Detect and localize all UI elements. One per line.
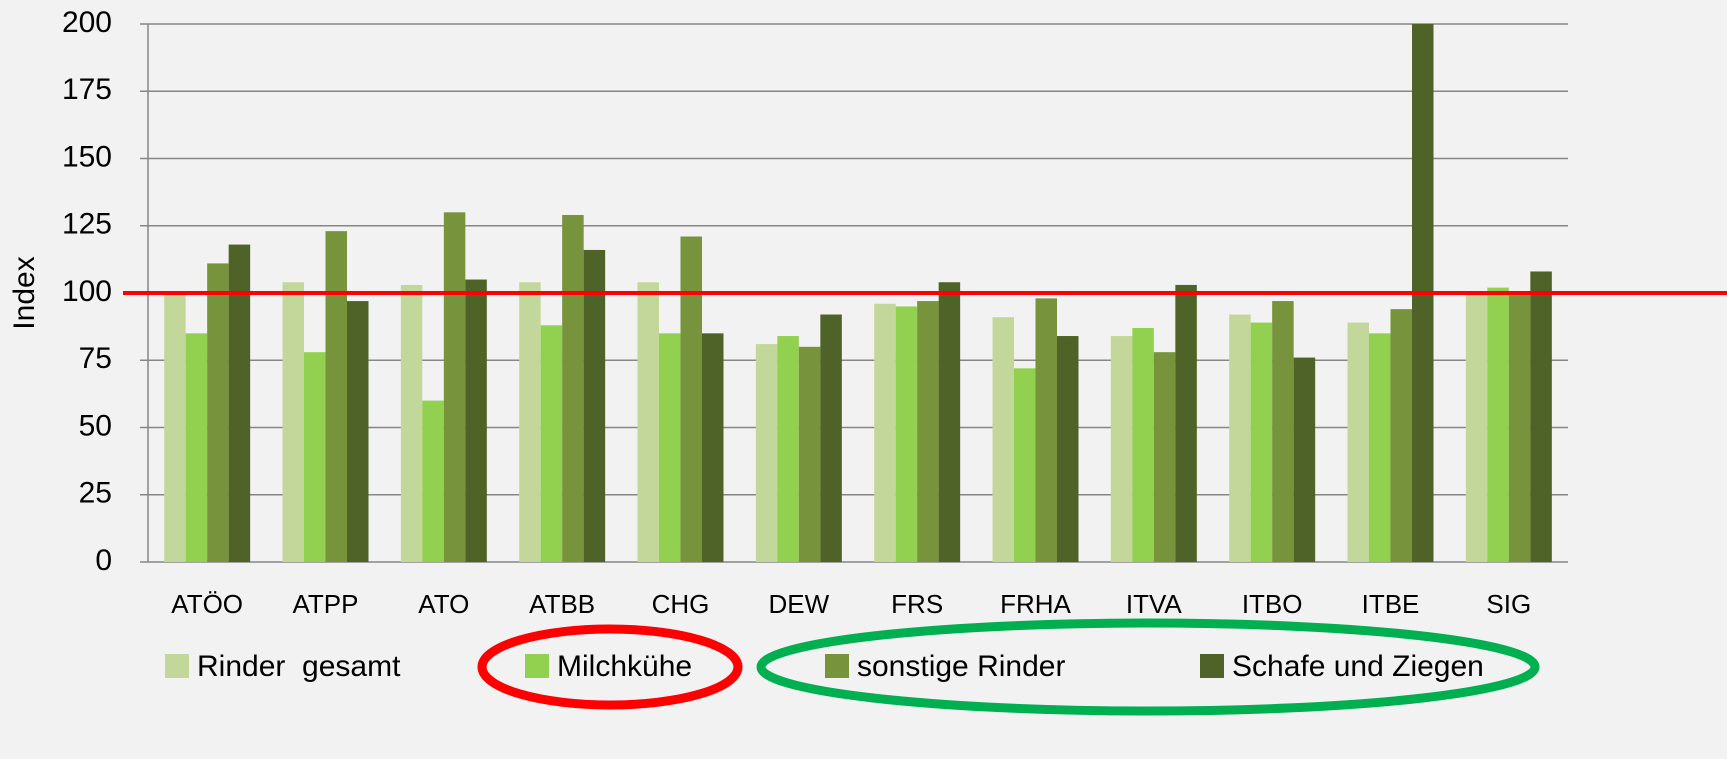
bar [1347, 322, 1369, 562]
y-tick-label: 175 [62, 73, 112, 106]
y-tick-label: 50 [79, 409, 112, 442]
highlight-ellipse [477, 624, 743, 710]
bar [562, 214, 584, 563]
legend-label: Schafe und Ziegen [1232, 650, 1484, 683]
bar [400, 284, 423, 562]
y-tick-label: 125 [62, 208, 112, 241]
y-tick-label: 150 [62, 140, 112, 173]
bar [228, 244, 251, 562]
bar [304, 352, 326, 562]
bar [659, 333, 681, 562]
bar [1508, 293, 1531, 562]
y-tick-label: 25 [79, 477, 112, 510]
x-tick-label: ITBE [1362, 589, 1420, 619]
bar [917, 301, 939, 562]
bar [637, 282, 659, 562]
y-tick-label: 0 [95, 544, 112, 577]
bar [1110, 336, 1133, 562]
bar [1465, 293, 1488, 562]
y-tick-label: 100 [62, 275, 112, 308]
bar [1229, 314, 1251, 562]
bar [347, 301, 369, 562]
legend-label: sonstige Rinder [857, 650, 1065, 683]
bar [164, 293, 186, 562]
bar [185, 333, 208, 562]
bar [465, 279, 487, 562]
bar [1153, 352, 1176, 562]
bar [1035, 298, 1057, 562]
bar [702, 333, 724, 562]
x-tick-label: FRS [891, 589, 943, 619]
highlight-ellipse [756, 618, 1540, 716]
x-tick-label: ITBO [1242, 589, 1303, 619]
x-tick-label: ITVA [1126, 589, 1183, 619]
bar [938, 282, 961, 562]
bar [325, 231, 347, 562]
x-tick-label: ATBB [529, 589, 595, 619]
bar [820, 314, 842, 562]
y-tick-label: 200 [62, 6, 112, 39]
bar [1057, 336, 1079, 562]
bar [540, 325, 563, 562]
bar [282, 282, 304, 562]
y-tick-label: 75 [79, 342, 112, 375]
x-tick-label: ATÖO [171, 589, 243, 619]
bar [207, 263, 229, 562]
legend-swatch [1200, 654, 1224, 678]
bar [443, 212, 466, 563]
bar [422, 400, 444, 562]
bar [1487, 287, 1509, 562]
legend-swatch [525, 654, 549, 678]
bar [874, 303, 896, 562]
legend-swatch [165, 654, 189, 678]
bar [1369, 333, 1391, 562]
x-tick-label: CHG [652, 589, 710, 619]
bar [1175, 284, 1197, 562]
bar [777, 336, 799, 562]
x-tick-label: SIG [1486, 589, 1531, 619]
x-tick-label: ATO [418, 589, 469, 619]
bar [583, 249, 606, 562]
bar [1272, 301, 1294, 562]
bar [680, 236, 702, 562]
bar [798, 346, 821, 562]
bar [1293, 357, 1316, 562]
bar [895, 306, 918, 562]
legend-label: Rinder gesamt [197, 650, 401, 683]
x-tick-label: ATPP [293, 589, 359, 619]
y-axis-label: Index [8, 256, 41, 329]
bar [1250, 322, 1273, 562]
bar [1014, 368, 1036, 562]
x-tick-label: FRHA [1000, 589, 1071, 619]
bar [1390, 309, 1412, 562]
legend-swatch [825, 654, 849, 678]
bar [992, 317, 1014, 562]
legend-label: Milchkühe [557, 650, 692, 683]
bar [1132, 327, 1154, 562]
bar [1530, 271, 1552, 562]
x-tick-label: DEW [768, 589, 829, 619]
bar [519, 282, 541, 562]
bar [755, 344, 778, 562]
